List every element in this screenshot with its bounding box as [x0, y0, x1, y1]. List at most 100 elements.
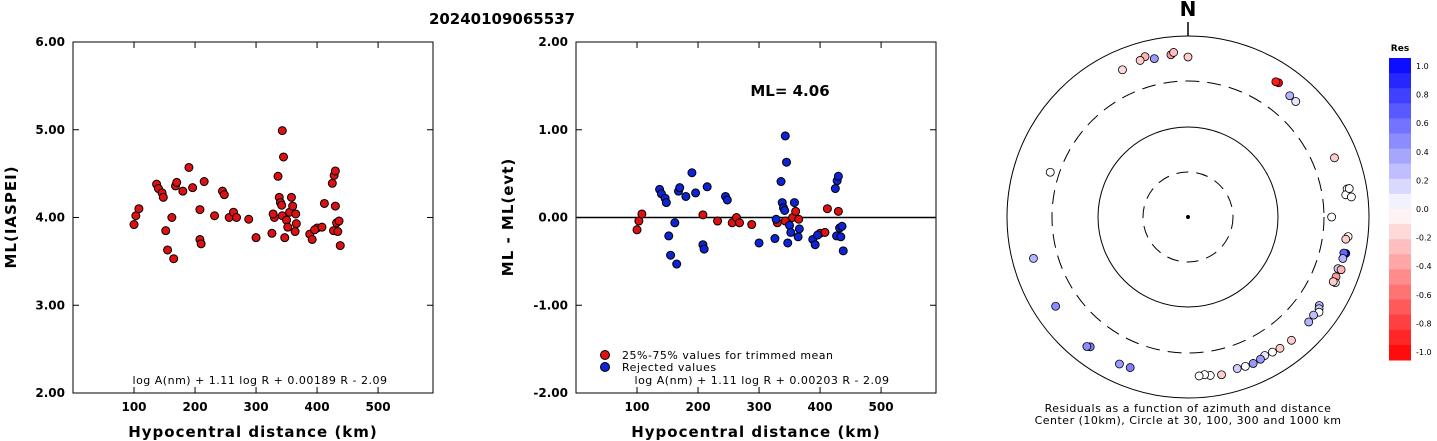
polar-point: [1051, 301, 1061, 311]
polar-point: [1304, 317, 1314, 327]
panel2-point-rejected: [670, 218, 680, 228]
panel1-point: [232, 213, 242, 222]
panel2-formula: log A(nm) + 1.11 log R + 0.00203 R - 2.0…: [635, 374, 890, 387]
panel1-point: [163, 245, 173, 255]
p2-xtick-label: 400: [808, 400, 833, 414]
panel1-x-ticks: 100 200 300 400 500: [121, 42, 391, 414]
circle-100km: [1097, 126, 1279, 308]
legend-marker-trimmed: [600, 350, 610, 360]
circle-30km: [1142, 171, 1234, 263]
panel1-frame: [72, 41, 434, 394]
p1-ytick-label: 4.00: [35, 211, 65, 225]
p2-ytick-label: 0.00: [538, 211, 568, 225]
panel1-point: [330, 201, 340, 211]
panel1-point: [334, 216, 344, 226]
panel1-point: [310, 225, 320, 235]
panel1-point: [335, 241, 345, 251]
polar-point: [1045, 167, 1055, 177]
panel2-point-rejected: [661, 198, 671, 208]
panel2-point-rejected: [782, 157, 792, 167]
panel2-point-trimmed: [833, 206, 843, 216]
p1-ytick-label: 2.00: [35, 386, 65, 400]
polar-caption-line1: Residuals as a function of azimuth and d…: [1045, 402, 1332, 415]
panel1-point: [251, 233, 261, 243]
colorbar-ticks: 1.0 0.8 0.6 0.4 0.2 0.0 -0.2 -0.4 -0.6 -0.8 -1.0: [1416, 62, 1432, 357]
polar-point: [1183, 52, 1193, 62]
panel2-point-rejected: [810, 240, 820, 250]
panel1-point: [244, 214, 254, 224]
p2-xtick-label: 300: [747, 400, 772, 414]
panel2-point-rejected: [836, 232, 846, 242]
colorbar-cell: [1389, 58, 1411, 74]
panel1-point: [330, 166, 340, 176]
polar-point: [1029, 254, 1038, 263]
polar-point: [1344, 184, 1354, 193]
panel1-point: [268, 209, 278, 219]
panel1-point: [129, 220, 139, 230]
panel2-point-rejected: [681, 191, 691, 201]
panel2-point-trimmed: [747, 220, 757, 230]
panel2-point-rejected: [780, 205, 790, 215]
p2-ytick-label: 2.00: [538, 35, 568, 49]
panel2-point-rejected: [838, 246, 848, 256]
panel2-point-rejected: [666, 250, 676, 260]
panel2-point-rejected: [776, 177, 786, 187]
polar-point: [1217, 370, 1226, 380]
colorbar-cell: [1389, 163, 1411, 180]
figure-title: 20240109065537: [429, 10, 575, 28]
p1-xtick-label: 100: [121, 400, 146, 414]
panel1-point: [169, 254, 179, 264]
polar-point: [1336, 265, 1346, 275]
p1-xtick-label: 500: [366, 400, 391, 414]
colorbar-tick-label: 0.6: [1416, 119, 1429, 128]
panel2-point-trimmed: [698, 210, 708, 220]
panel1-x-axis-label: Hypocentral distance (km): [128, 423, 378, 441]
panel1-point: [291, 209, 301, 219]
panel1-point: [290, 227, 300, 237]
panel1-point: [196, 239, 206, 249]
circle-300km: [1051, 80, 1325, 354]
panel1-point: [219, 190, 229, 200]
polar-point: [1309, 310, 1318, 320]
polar-point: [1125, 363, 1135, 372]
panel2-point-trimmed: [632, 225, 642, 235]
panel1-point: [167, 213, 177, 222]
colorbar-tick-label: 0.4: [1416, 148, 1429, 157]
colorbar-cell: [1389, 224, 1411, 240]
p2-ytick-label: 1.00: [538, 123, 568, 137]
panel2-point-rejected: [813, 230, 823, 240]
panel2-point-rejected: [675, 183, 685, 193]
polar-point: [1149, 54, 1159, 64]
panel-ml-residual: 100 200 300 400 500 -2.00 -1.00 0.00 1.00 2.00 M…: [499, 35, 937, 441]
colorbar-cell: [1389, 269, 1411, 285]
p1-ytick-label: 5.00: [35, 123, 65, 137]
panel1-point: [161, 226, 171, 236]
panel1-point: [319, 198, 329, 208]
panel1-point: [317, 222, 327, 232]
panel1-point: [283, 222, 293, 232]
panel1-points: [129, 126, 345, 264]
panel2-point-trimmed: [637, 209, 647, 219]
polar-point: [1338, 254, 1348, 263]
panel2-y-ticks: -2.00 -1.00 0.00 1.00 2.00: [533, 35, 936, 400]
panel2-point-rejected: [783, 238, 793, 248]
polar-point: [1285, 91, 1295, 101]
legend-label-rejected: Rejected values: [622, 361, 717, 374]
panel1-point: [291, 219, 301, 229]
panel1-y-axis-label: ML(IASPEI): [2, 165, 20, 268]
panel1-formula: log A(nm) + 1.11 log R + 0.00189 R - 2.0…: [133, 374, 388, 387]
panel2-point-trimmed: [735, 218, 745, 228]
panel2-point-rejected: [770, 234, 780, 244]
panel1-point: [307, 234, 317, 244]
colorbar-tick-label: -0.6: [1416, 291, 1432, 300]
panel2-point-rejected: [837, 221, 847, 231]
p2-ytick-label: -2.00: [533, 386, 568, 400]
polar-points: [1029, 48, 1356, 381]
panel1-point: [288, 201, 298, 211]
colorbar-tick-label: 1.0: [1416, 62, 1429, 71]
panel1-point: [327, 178, 337, 188]
panel2-point-rejected: [793, 232, 803, 242]
polar-point: [1256, 354, 1265, 364]
ml-event-label: ML= 4.06: [750, 82, 829, 100]
colorbar-cell: [1389, 178, 1411, 195]
